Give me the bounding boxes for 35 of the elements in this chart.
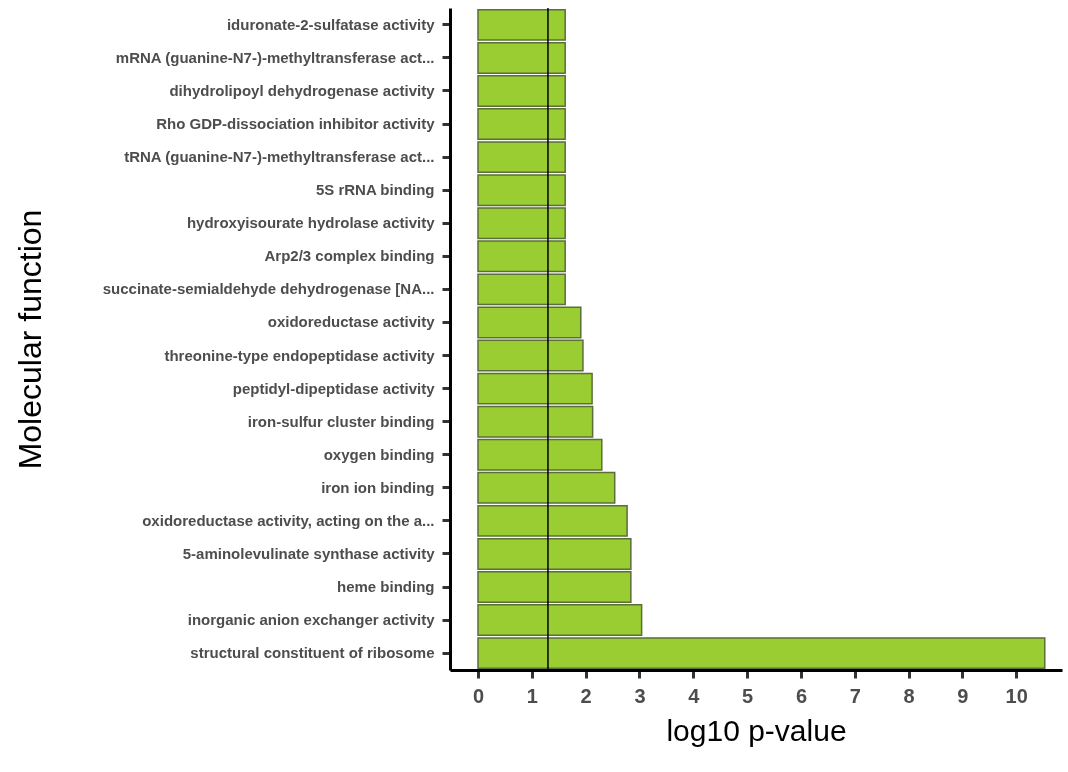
x-tick-label: 0 [472,684,485,707]
x-tick-label: 6 [795,684,808,707]
y-tick-label: peptidyl-dipeptidase activity [232,379,436,397]
y-tick-label: 5S rRNA binding [315,181,435,199]
x-tick-label: 7 [849,684,861,707]
y-tick-label: Rho GDP-dissociation inhibitor activity [156,115,436,133]
bar [477,339,584,372]
x-tick-label: 8 [903,684,915,707]
y-tick-label: inorganic anion exchanger activity [187,611,436,629]
y-tick-label: dihydrolipoyl dehydrogenase activity [169,82,436,99]
y-tick-label: oxygen binding [323,445,435,463]
y-tick-label: hydroxyisourate hydrolase activity [186,214,436,232]
y-tick-label: 5-aminolevulinate synthase activity [182,544,436,562]
y-tick-label: mRNA (guanine-N7-)-methyltransferase act... [115,48,435,66]
y-tick-label: iron ion binding [321,478,435,496]
y-tick-label: oxidoreductase activity [267,313,436,331]
y-tick-label: oxidoreductase activity, acting on the a... [142,511,435,529]
x-tick-label: 5 [742,684,754,707]
y-tick-label: heme binding [337,578,435,595]
bar [477,306,582,339]
x-tick-label: 9 [957,684,969,707]
x-tick-label: 3 [634,684,646,707]
x-axis-title: log10 p-value [666,713,847,747]
y-tick-label: iduronate-2-sulfatase activity [226,15,436,33]
y-tick-label: tRNA (guanine-N7-)-methyltransferase act... [124,148,435,166]
x-tick-label: 10 [1005,684,1028,707]
x-tick-label: 4 [688,684,701,707]
y-tick-label: threonine-type endopeptidase activity [164,346,436,364]
x-tick-label: 2 [580,684,592,707]
x-tick-label: 1 [526,684,538,707]
y-tick-label: succinate-semialdehyde dehydrogenase [NA... [102,280,435,298]
y-tick-label: iron-sulfur cluster binding [247,412,435,430]
y-tick-label: Arp2/3 complex binding [264,247,435,265]
y-tick-label: structural constituent of ribosome [190,644,435,662]
y-axis-title: Molecular function [11,209,48,470]
